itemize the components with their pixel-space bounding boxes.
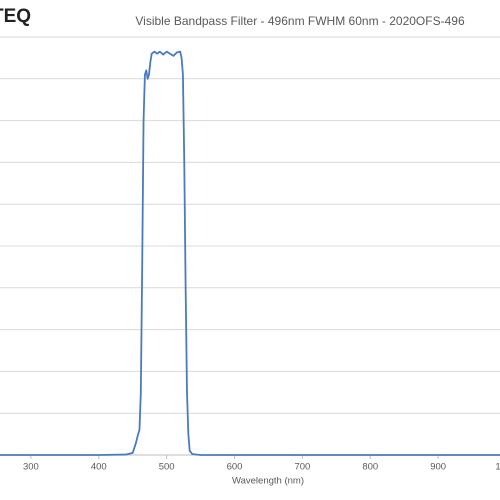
x-tick-label: 300 [23, 462, 39, 473]
x-tick-label: 400 [91, 462, 107, 473]
chart-title: Visible Bandpass Filter - 496nm FWHM 60n… [135, 14, 465, 28]
x-tick-label: 600 [227, 462, 243, 473]
data-line [0, 50, 500, 456]
x-tick-label: 700 [294, 462, 310, 473]
x-tick-label: 900 [430, 462, 446, 473]
x-tick-label: 800 [362, 462, 378, 473]
x-tick-label: 500 [159, 462, 175, 473]
x-tick-label: 1000 [495, 462, 500, 473]
x-axis-label: Wavelength (nm) [232, 476, 304, 487]
logo: TEQ [0, 6, 31, 27]
